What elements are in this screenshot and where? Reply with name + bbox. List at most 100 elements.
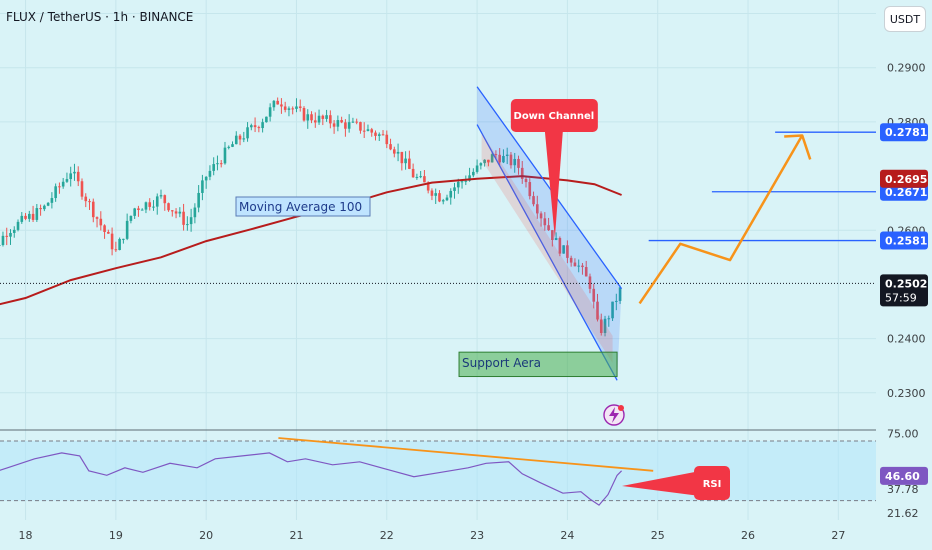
- candle-body: [502, 155, 505, 163]
- candle-body: [558, 238, 562, 254]
- price-axis-tick: 0.2900: [887, 62, 926, 75]
- candle-body: [212, 164, 215, 171]
- ma-tag-bg: [880, 169, 928, 188]
- candle-body: [272, 100, 276, 108]
- candle-body: [122, 238, 125, 240]
- candle-body: [562, 245, 565, 254]
- candle-body: [456, 181, 460, 188]
- rsi-value-tag: 46.60: [885, 470, 920, 483]
- candle-body: [280, 104, 283, 107]
- candle-body: [69, 173, 73, 180]
- candle-body: [434, 193, 438, 196]
- candle-body: [415, 176, 419, 178]
- rsi-callout-pointer: [622, 471, 700, 496]
- candle-body: [393, 149, 396, 154]
- candle-body: [498, 154, 501, 163]
- candle-body: [174, 211, 178, 214]
- candle-body: [344, 122, 347, 129]
- candle-body: [408, 158, 411, 169]
- rsi-value-tag-bg: [880, 466, 928, 485]
- candle-body: [103, 225, 106, 232]
- candle-body: [31, 213, 35, 220]
- candle-body: [430, 190, 434, 196]
- candle-body: [566, 245, 569, 258]
- rsi-callout-label: RSI: [703, 479, 722, 490]
- candle-body: [336, 120, 340, 127]
- candle-body: [91, 201, 95, 218]
- candle-body: [16, 221, 20, 230]
- candle-body: [234, 135, 238, 145]
- candle-body: [167, 203, 170, 211]
- time-axis-tick: 22: [380, 529, 394, 542]
- candle-body: [219, 163, 223, 165]
- candle-body: [189, 217, 193, 225]
- candle-body: [9, 232, 12, 237]
- candle-body: [347, 122, 351, 129]
- candle-body: [208, 170, 212, 177]
- candle-body: [520, 167, 524, 179]
- candle-body: [242, 138, 246, 140]
- candle-body: [5, 235, 9, 237]
- candle-body: [24, 215, 27, 219]
- candle-body: [197, 192, 200, 208]
- moving-average-label: Moving Average 100: [235, 196, 371, 217]
- candle-body: [54, 186, 57, 199]
- support-area-label: Support Aera: [462, 356, 541, 370]
- time-axis-tick: 19: [109, 529, 123, 542]
- candle-body: [453, 187, 456, 191]
- candle-body: [114, 249, 118, 251]
- candle-body: [95, 217, 99, 219]
- candle-body: [532, 196, 535, 205]
- candle-body: [321, 115, 325, 119]
- chart-title: FLUX / TetherUS · 1h · BINANCE: [6, 10, 194, 24]
- candle-body: [155, 196, 159, 207]
- candle-body: [80, 181, 84, 197]
- candle-body: [182, 211, 185, 225]
- time-axis-tick: 27: [831, 529, 845, 542]
- candle-body: [204, 176, 208, 181]
- candle-body: [332, 123, 336, 127]
- candle-body: [577, 265, 580, 267]
- candle-body: [65, 179, 69, 182]
- candle-body: [227, 146, 231, 148]
- rsi-axis-tick: 21.62: [887, 507, 919, 520]
- moving-average-label-box: [235, 196, 371, 217]
- candle-body: [265, 116, 268, 123]
- price-axis-tick: 0.2400: [887, 333, 926, 346]
- rsi-axis: 75.00 37.78 21.62 46.60: [880, 427, 928, 520]
- candle-body: [535, 204, 539, 214]
- rsi-callout: RSI: [622, 466, 730, 500]
- candle-body: [261, 122, 264, 129]
- candle-body: [193, 207, 197, 218]
- candle-body: [152, 206, 155, 208]
- currency-button[interactable]: USDT: [884, 6, 926, 32]
- time-axis-tick: 18: [19, 529, 33, 542]
- candle-body: [43, 205, 46, 210]
- time-axis-tick: 21: [289, 529, 303, 542]
- candle-body: [355, 121, 358, 123]
- candle-body: [140, 209, 144, 211]
- candle-body: [479, 163, 483, 166]
- candle-body: [543, 218, 547, 226]
- time-axis-tick: 23: [470, 529, 484, 542]
- candle-body: [607, 318, 611, 320]
- candle-body: [618, 287, 622, 301]
- candle-body: [88, 201, 91, 203]
- projection-arrowhead: [784, 134, 812, 160]
- price-axis-tick: 0.2300: [887, 387, 926, 400]
- candle-body: [370, 129, 374, 133]
- rsi-divergence-line: [278, 437, 654, 472]
- candle-body: [381, 134, 385, 136]
- candle-body: [362, 130, 366, 132]
- rsi-band: [0, 440, 876, 501]
- candle-body: [99, 218, 103, 226]
- down-channel-callout-pointer: [544, 131, 563, 238]
- candle-body: [419, 176, 422, 178]
- candle-body: [340, 120, 343, 123]
- candle-body: [404, 158, 407, 164]
- candle-body: [366, 129, 370, 131]
- candle-body: [539, 213, 543, 219]
- candle-body: [400, 151, 404, 164]
- candle-body: [445, 197, 449, 201]
